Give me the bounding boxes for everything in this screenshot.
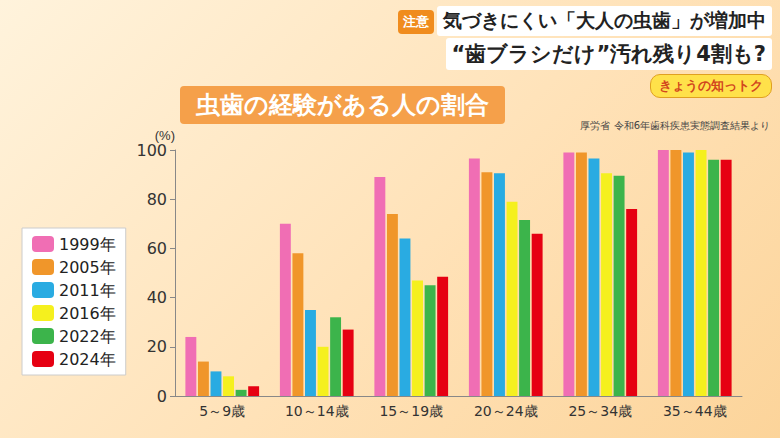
- svg-text:5～9歳: 5～9歳: [199, 403, 245, 419]
- svg-text:虫歯の経験がある人の割合: 虫歯の経験がある人の割合: [195, 91, 489, 119]
- svg-text:1999年: 1999年: [59, 235, 116, 254]
- svg-text:2005年: 2005年: [59, 258, 116, 277]
- svg-text:2024年: 2024年: [59, 350, 116, 369]
- svg-text:20: 20: [147, 337, 167, 356]
- svg-text:0: 0: [157, 387, 167, 406]
- svg-text:100: 100: [136, 141, 167, 160]
- svg-text:35～44歳: 35～44歳: [663, 403, 727, 419]
- html-text:“歯ブラシだけ”汚れ残り4割も?: “歯ブラシだけ”汚れ残り4割も?: [451, 42, 766, 66]
- svg-text:80: 80: [147, 190, 167, 209]
- svg-text:20～24歳: 20～24歳: [474, 403, 538, 419]
- svg-text:60: 60: [147, 239, 167, 258]
- html-text:注意: 注意: [403, 14, 429, 29]
- html-text:気づきにくい「大人の虫歯」が増加中: 気づきにくい「大人の虫歯」が増加中: [443, 9, 766, 31]
- svg-text:2011年: 2011年: [59, 281, 116, 300]
- svg-text:2022年: 2022年: [59, 327, 116, 346]
- svg-text:厚労省 令和6年歯科疾患実態調査結果より: 厚労省 令和6年歯科疾患実態調査結果より: [580, 120, 770, 131]
- svg-text:10～14歳: 10～14歳: [285, 403, 349, 419]
- svg-text:2016年: 2016年: [59, 304, 116, 323]
- svg-text:15～19歳: 15～19歳: [379, 403, 443, 419]
- svg-text:25～34歳: 25～34歳: [568, 403, 632, 419]
- html-text:きょうの知っトク: きょうの知っトク: [659, 78, 763, 93]
- svg-text:40: 40: [147, 288, 167, 307]
